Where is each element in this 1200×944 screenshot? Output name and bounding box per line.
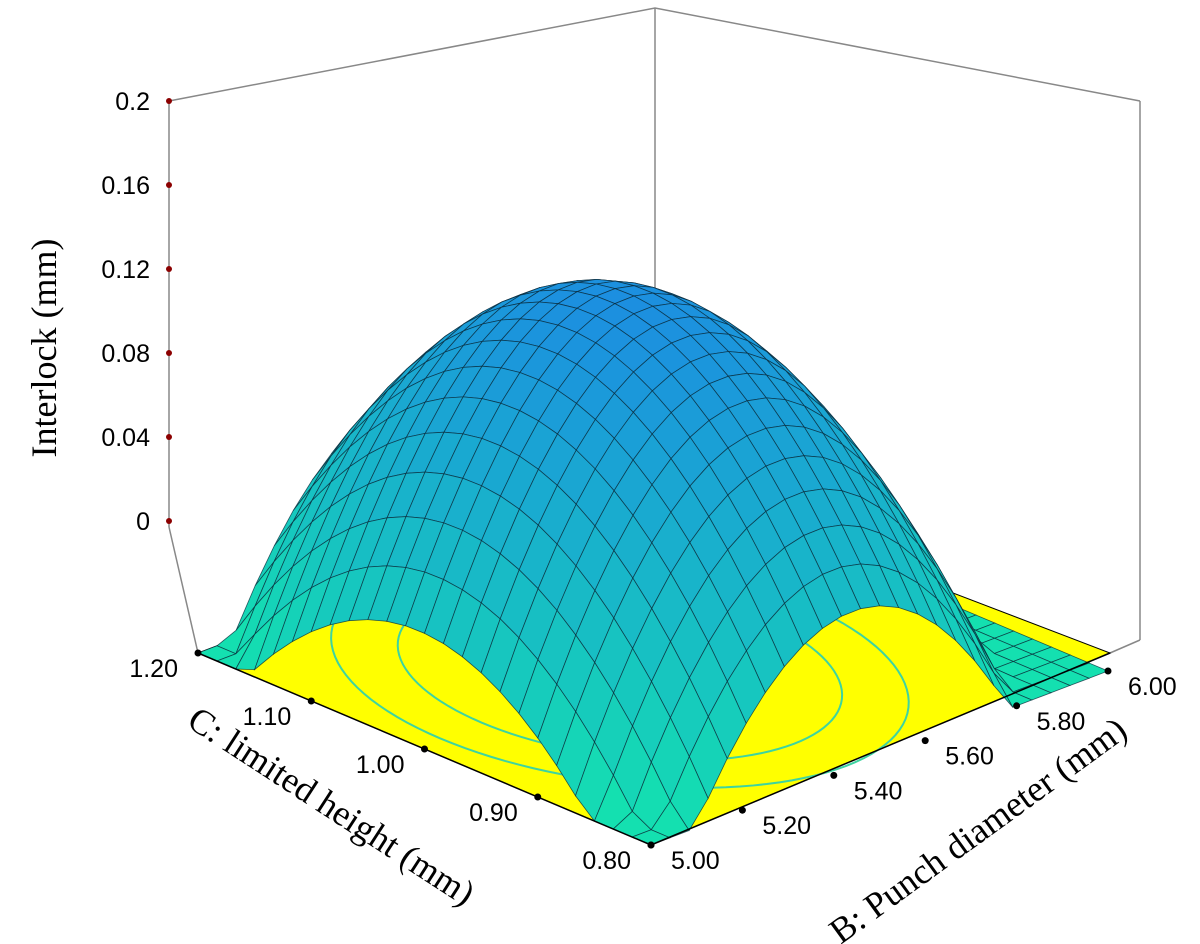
back-walls	[168, 7, 1141, 654]
b-tick-mark	[1104, 667, 1112, 675]
c-tick-label: 0.80	[582, 847, 631, 875]
right-lower-edge	[1109, 639, 1141, 654]
z-tick-label: 0.12	[101, 256, 150, 284]
b-tick-mark	[1013, 702, 1021, 710]
b-tick-label: 5.00	[671, 847, 720, 875]
z-tick-label: 0.2	[115, 88, 150, 116]
b-tick-label: 5.40	[854, 777, 903, 805]
c-tick-mark	[534, 793, 542, 801]
c-tick-label: 0.90	[469, 799, 518, 827]
c-tick-label: 1.00	[356, 751, 405, 779]
c-tick-mark	[194, 649, 202, 657]
z-tick-label: 0.08	[101, 340, 150, 368]
z-tick-mark	[166, 98, 172, 104]
b-tick-mark	[830, 771, 838, 779]
axis-ticks: 0 0.04 0.08 0.12 0.16 0.2 0.80 0.90 1.00 1.10 1.20…	[101, 88, 1176, 875]
c-tick-label: 1.10	[243, 703, 292, 731]
c-tick-mark	[421, 745, 428, 753]
c-tick-label: 1.20	[129, 655, 178, 683]
left-lower-edge	[168, 526, 199, 654]
z-tick-mark	[166, 350, 172, 356]
b-tick-mark	[921, 737, 929, 745]
b-tick-label: 5.80	[1037, 708, 1086, 736]
z-axis-title: Interlock (mm)	[24, 239, 64, 458]
b-tick-mark	[647, 841, 655, 849]
front-right-edge	[650, 652, 1111, 846]
b-tick-mark	[738, 806, 746, 814]
b-tick-label: 5.20	[762, 812, 811, 840]
z-tick-mark	[166, 518, 172, 524]
z-tick-label: 0.16	[101, 172, 150, 200]
z-tick-mark	[166, 434, 172, 440]
response-surface	[196, 278, 1110, 846]
b-tick-label: 6.00	[1128, 673, 1177, 701]
z-tick-label: 0	[136, 508, 150, 536]
z-tick-mark	[166, 266, 172, 272]
b-tick-label: 5.60	[945, 743, 994, 771]
z-tick-mark	[166, 182, 172, 188]
z-tick-label: 0.04	[101, 424, 150, 452]
c-tick-mark	[307, 697, 315, 705]
